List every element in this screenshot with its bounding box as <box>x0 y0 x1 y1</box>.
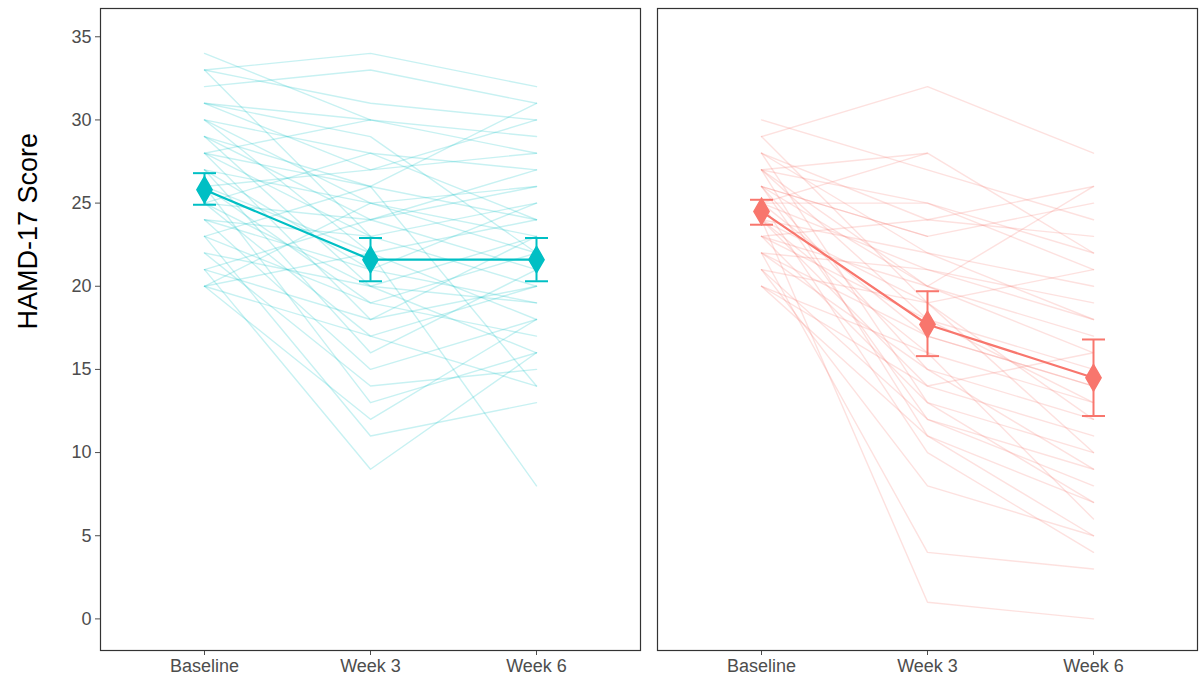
svg-text:HAMD-17 Score: HAMD-17 Score <box>13 133 43 330</box>
svg-text:Baseline: Baseline <box>727 656 796 676</box>
svg-text:30: 30 <box>71 110 91 130</box>
svg-text:Week 3: Week 3 <box>897 656 958 676</box>
svg-text:Baseline: Baseline <box>170 656 239 676</box>
svg-text:Week 6: Week 6 <box>506 656 567 676</box>
svg-text:20: 20 <box>71 276 91 296</box>
svg-text:5: 5 <box>81 525 91 545</box>
svg-text:35: 35 <box>71 27 91 47</box>
svg-text:Week 3: Week 3 <box>340 656 401 676</box>
svg-text:10: 10 <box>71 442 91 462</box>
svg-text:25: 25 <box>71 193 91 213</box>
svg-text:0: 0 <box>81 609 91 629</box>
svg-text:15: 15 <box>71 359 91 379</box>
svg-text:Week 6: Week 6 <box>1063 656 1124 676</box>
